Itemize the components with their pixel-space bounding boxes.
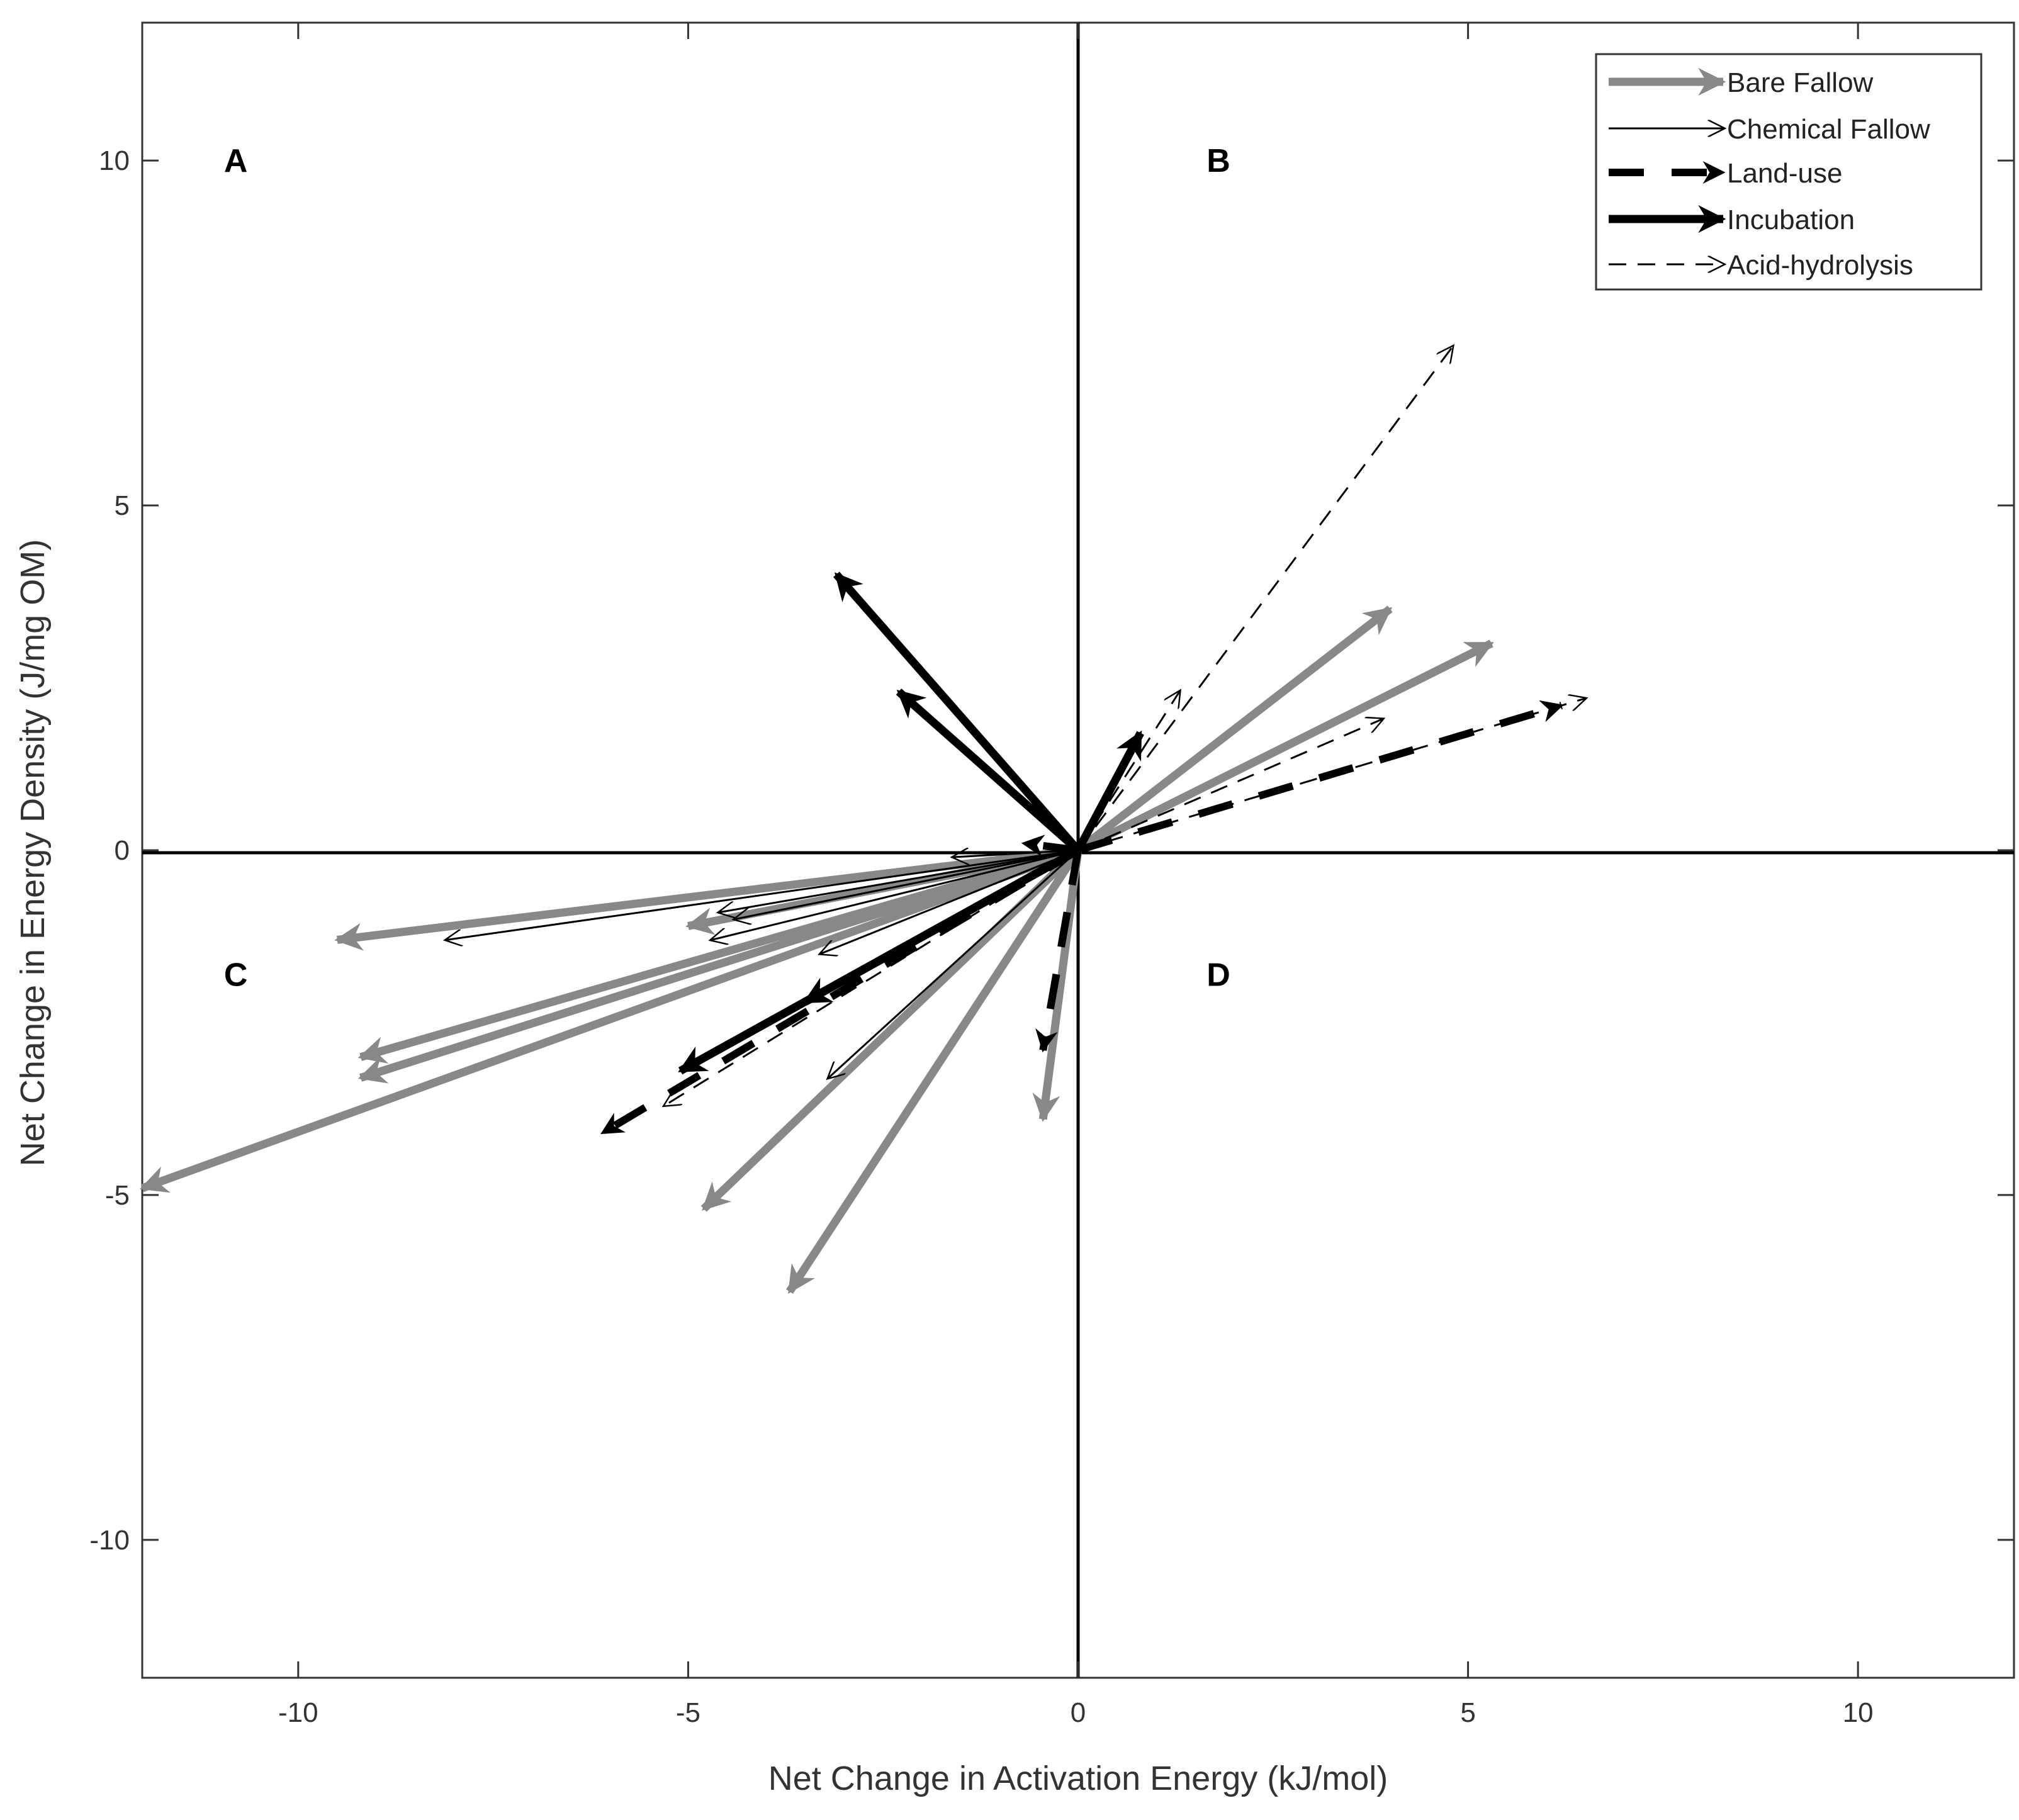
- arrow-acid-hydrolysis-4: [1077, 699, 1585, 851]
- arrow-chemical-fallow-7: [712, 849, 1079, 940]
- arrow-chemical-fallow-6: [953, 850, 1079, 857]
- x-axis-title: Net Change in Activation Energy (kJ/mol): [768, 1760, 1388, 1797]
- legend-label-acid-hydrolysis: Acid-hydrolysis: [1727, 250, 1913, 281]
- y-tick-label: 0: [115, 835, 130, 866]
- axis-ticks: -10 -5 0 5 10 -10 -5 0 5 10: [89, 23, 2014, 1728]
- arrow-land-use-5: [1021, 834, 1079, 857]
- x-tick-label: 5: [1460, 1697, 1475, 1728]
- arrow-bare-fallow-9: [1076, 639, 1494, 854]
- y-tick-label: 10: [99, 145, 130, 176]
- arrow-chemical-fallow-3: [735, 849, 1079, 919]
- arrow-incubation-1: [833, 571, 1081, 853]
- legend-label-incubation: Incubation: [1727, 205, 1855, 235]
- arrow-acid-hydrolysis-5: [665, 849, 1079, 1105]
- legend: Bare Fallow Chemical Fallow Land-use Inc…: [1595, 53, 1982, 291]
- x-tick-label: -5: [676, 1697, 700, 1728]
- arrow-incubation-2: [896, 688, 1081, 853]
- arrow-acid-hydrolysis-3: [1077, 719, 1382, 851]
- arrow-chemical-fallow-2: [719, 849, 1079, 913]
- quadrant-labels: A B C D: [224, 143, 1230, 993]
- legend-box: [1595, 53, 1982, 291]
- quadrant-label-c: C: [224, 957, 248, 993]
- arrow-bare-fallow-7: [1032, 850, 1083, 1122]
- vector-arrows: [139, 347, 1585, 1295]
- y-tick-label: 5: [115, 490, 130, 521]
- quadrant-label-d: D: [1206, 957, 1230, 993]
- y-tick-label: -5: [105, 1180, 130, 1211]
- x-tick-label: 0: [1071, 1697, 1086, 1728]
- arrow-acid-hydrolysis-1: [1077, 347, 1453, 851]
- quadrant-label-a: A: [224, 143, 248, 179]
- arrow-bare-fallow-8: [1076, 605, 1393, 854]
- arrow-bare-fallow-3: [357, 846, 1079, 1084]
- arrow-incubation-3: [1074, 730, 1144, 853]
- y-tick-label: -10: [89, 1525, 130, 1556]
- arrow-chemical-fallow-4: [821, 849, 1079, 953]
- arrow-bare-fallow-4: [139, 846, 1080, 1193]
- arrow-acid-hydrolysis-2: [1077, 692, 1179, 851]
- arrow-bare-fallow-6: [786, 848, 1082, 1295]
- legend-label-bare-fallow: Bare Fallow: [1727, 67, 1874, 98]
- arrow-chemical-fallow-1: [446, 849, 1079, 940]
- y-axis-title: Net Change in Energy Density (J/mg OM): [14, 539, 52, 1166]
- quadrant-label-b: B: [1206, 143, 1230, 179]
- arrow-land-use-3: [1035, 849, 1082, 1053]
- arrow-chemical-fallow-5: [828, 849, 1079, 1078]
- x-tick-label: 10: [1843, 1697, 1874, 1728]
- legend-label-chemical-fallow: Chemical Fallow: [1727, 114, 1930, 145]
- arrow-land-use-4: [1077, 700, 1564, 854]
- arrow-incubation-5: [802, 846, 1081, 1006]
- x-tick-label: -10: [278, 1697, 318, 1728]
- legend-label-land-use: Land-use: [1727, 158, 1842, 189]
- arrow-bare-fallow-5: [700, 847, 1081, 1212]
